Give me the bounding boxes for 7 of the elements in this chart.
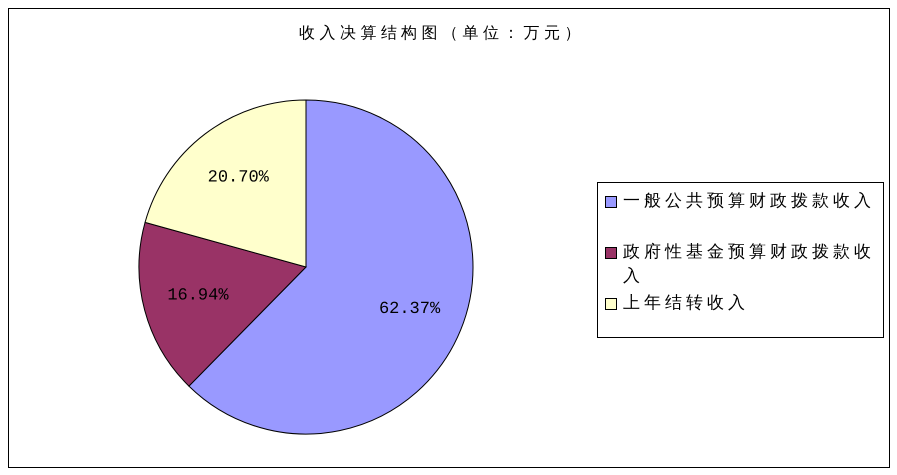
legend-label: 一般公共预算财政拨款收入 — [623, 191, 875, 211]
legend-label: 政府性基金预算财政拨款收入 — [623, 242, 875, 286]
chart-title: 收入决算结构图（单位：万元） — [299, 23, 585, 42]
data-label: 16.94% — [167, 286, 230, 306]
legend-label: 上年结转收入 — [623, 293, 749, 313]
data-label: 20.70% — [208, 168, 270, 188]
data-label: 62.37% — [378, 300, 441, 319]
